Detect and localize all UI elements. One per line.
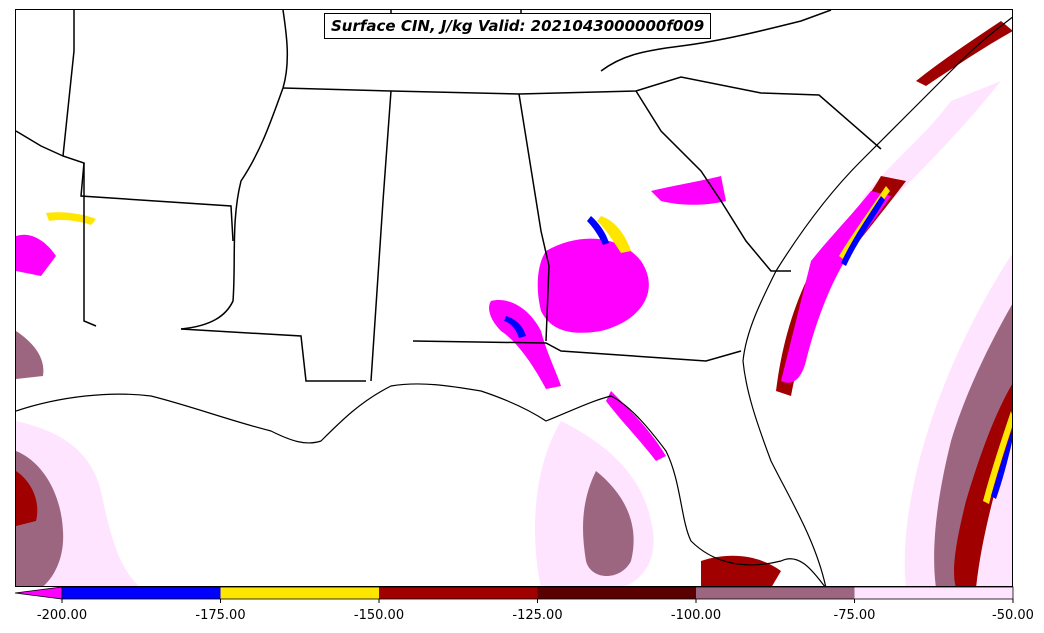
colorbar-segment — [854, 587, 1013, 599]
colorbar-segment — [220, 587, 379, 599]
map-panel — [15, 9, 1013, 587]
cin-field-blue — [504, 196, 1012, 499]
colorbar-tick-label: -75.00 — [833, 608, 876, 623]
coastline — [16, 16, 1012, 586]
colorbar-segment — [379, 587, 538, 599]
cin-map — [16, 10, 1012, 586]
colorbar-tick-label: -175.00 — [195, 608, 246, 623]
colorbar-segment — [696, 587, 855, 599]
colorbar-tick-label: -150.00 — [353, 608, 405, 623]
cin-field-mauve — [16, 304, 1012, 586]
colorbar-tick-label: -100.00 — [670, 608, 722, 623]
cin-field-magenta — [16, 176, 891, 461]
colorbar — [14, 586, 1014, 603]
colorbar-extend-min — [14, 586, 63, 600]
colorbar-tick-label: -125.00 — [512, 608, 563, 623]
colorbar-segment — [62, 587, 221, 599]
colorbar-tick-label: -50.00 — [992, 608, 1034, 623]
colorbar-segment — [537, 587, 696, 599]
map-title: Surface CIN, J/kg Valid: 2021043000000f0… — [324, 13, 712, 39]
colorbar-tick-label: -200.00 — [36, 608, 88, 623]
